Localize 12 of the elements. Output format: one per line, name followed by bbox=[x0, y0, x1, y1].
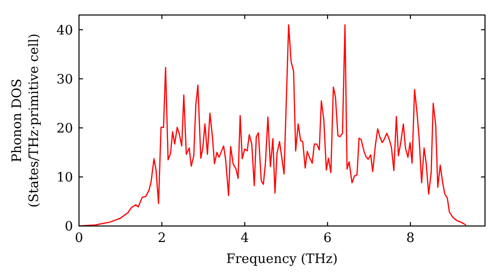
x-tick-label: 2 bbox=[158, 231, 166, 246]
y-tick-label: 10 bbox=[56, 170, 73, 186]
y-tick-label: 0 bbox=[64, 220, 73, 235]
y-tick-label: 40 bbox=[56, 23, 73, 38]
x-tick-label: 8 bbox=[406, 231, 415, 246]
y-axis-title: Phonon DOS (States/THz·primitive cell) bbox=[10, 33, 42, 208]
x-tick-label: 6 bbox=[323, 231, 332, 246]
x-tick-label: 4 bbox=[240, 231, 249, 246]
y-tick-label: 20 bbox=[56, 121, 73, 136]
x-tick-label: 0 bbox=[74, 231, 84, 246]
y-tick-label: 30 bbox=[56, 72, 73, 88]
x-axis-title: Frequency (THz) bbox=[226, 252, 338, 267]
